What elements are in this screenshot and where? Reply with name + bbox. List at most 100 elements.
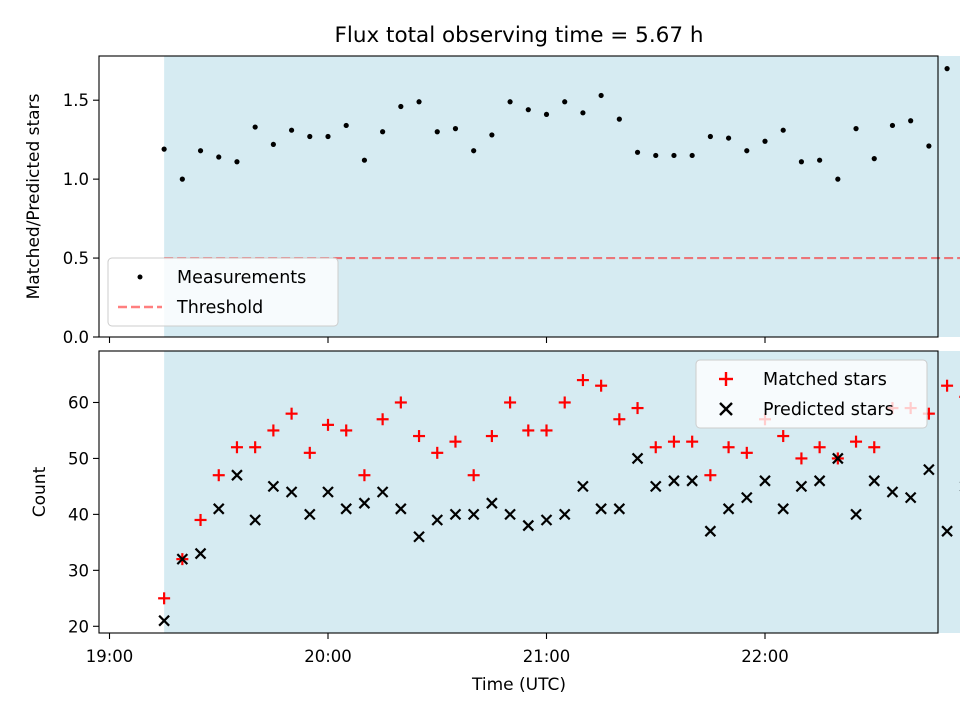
measurement-point [507,99,513,105]
bottom-axis-ticks: 203040506019:0020:0021:0022:0023:0000:00… [68,393,960,666]
predicted-star-point [813,475,826,487]
matched-star-point [267,424,280,437]
matched-stars-points [158,374,960,605]
predicted-star-point [868,475,881,487]
bottom-y-tick-label: 30 [68,561,89,580]
legend-predicted-marker [719,402,733,416]
matched-star-point [449,435,462,448]
legend-matched-marker [719,372,733,386]
x-tick-label: 21:00 [523,647,571,666]
bottom-legend-box [695,359,928,429]
predicted-star-point [431,514,444,526]
matched-star-point [285,407,298,420]
predicted-star-point [832,452,844,465]
measurement-point [707,133,713,140]
predicted-star-point [722,503,735,515]
matched-star-point [249,441,262,454]
matched-star-point [595,379,608,392]
predicted-star-point [358,497,371,509]
measurement-point [725,135,732,141]
measurement-point [234,159,240,165]
measurement-point [762,138,768,144]
matched-star-point [413,430,426,443]
matched-star-point [649,441,662,454]
measurement-point [653,152,659,159]
top-legend-box [107,257,339,327]
measurement-point [216,154,222,160]
matched-star-point [740,446,753,459]
measurement-point [634,149,641,155]
legend-predicted-label: Predicted stars [763,400,894,420]
bottom-axes-frame [98,350,939,634]
matched-star-point [358,469,371,482]
bottom-y-axis-label: Count [30,466,50,517]
legend-matched-label: Matched stars [763,370,887,390]
measurement-point [926,143,932,149]
measurement-point [398,103,404,110]
matched-star-point [704,469,717,482]
predicted-star-point [194,547,207,560]
x-tick-label: 20:00 [304,647,352,666]
predicted-star-point [467,508,480,521]
legend-threshold-label: Threshold [176,298,263,318]
top-axes-frame [98,55,939,338]
measurement-point [161,146,167,152]
matched-star-point [540,424,553,437]
measurements-points [161,66,950,182]
measurement-point [380,129,386,135]
predicted-star-point [340,503,352,515]
measurement-point [616,116,622,122]
measurement-point [780,127,786,133]
predicted-star-point [158,614,170,627]
predicted-star-point [850,508,862,521]
measurement-point [562,99,568,105]
matched-star-point [394,396,407,409]
measurement-point [179,176,185,182]
x-tick-label: 22:00 [741,647,789,666]
legend-measurements-marker [137,274,143,280]
matched-star-point [850,435,863,448]
measurement-point [744,148,750,154]
predicted-star-point [886,486,899,498]
x-tick-label: 19:00 [86,647,134,666]
chart-title: Flux total observing time = 5.67 h [335,23,704,48]
top-y-tick-label: 1.5 [63,91,89,110]
matched-star-point [813,441,826,454]
measurement-point [853,126,859,132]
matched-star-point [631,402,644,415]
bottom-legend: Matched stars Predicted stars [695,359,928,429]
measurement-point [434,129,440,135]
measurement-point [689,152,695,159]
predicted-star-point [923,463,935,476]
matched-star-point [868,441,881,454]
matched-star-point [485,430,498,443]
predicted-star-point [595,503,607,515]
predicted-star-point [395,503,407,515]
predicted-star-point [649,480,662,493]
matched-star-point [303,446,316,459]
predicted-star-point [741,491,753,504]
predicted-star-point [540,514,553,526]
measurement-point [871,156,877,162]
measurement-point [307,133,313,140]
legend-measurements-label: Measurements [177,268,306,288]
measurement-point [361,157,368,163]
top-y-tick-label: 0.5 [63,249,89,268]
predicted-star-point [704,525,717,537]
predicted-star-point [668,475,680,487]
measurement-point [252,124,258,130]
matched-star-point [158,592,171,605]
top-y-tick-label: 1.0 [63,170,89,189]
predicted-star-point [304,508,316,521]
bottom-y-tick-label: 60 [68,393,89,412]
predicted-star-point [941,525,953,537]
matched-star-point [558,396,571,409]
predicted-star-point [231,469,243,481]
matched-star-point [212,469,225,482]
measurement-point [343,122,349,129]
matched-star-point [667,435,680,448]
predicted-star-point [413,530,425,543]
measurement-point [288,127,295,133]
measurement-point [671,152,677,159]
top-axis-ticks: 0.0 0.5 1.0 1.5 [63,91,766,347]
